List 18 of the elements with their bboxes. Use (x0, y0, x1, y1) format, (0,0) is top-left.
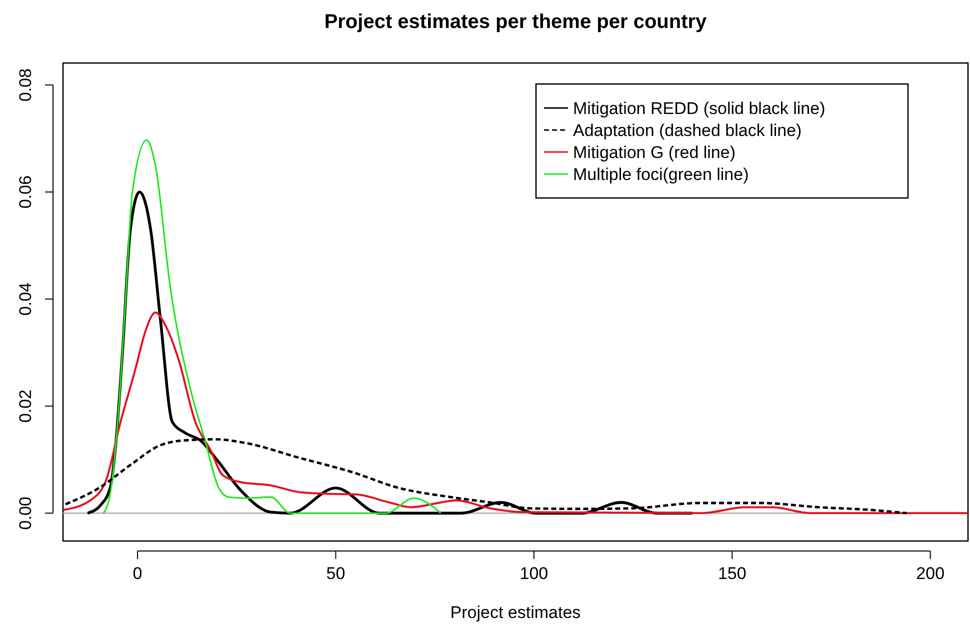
x-tick-label: 0 (132, 564, 142, 584)
line-series (102, 139, 442, 514)
y-tick-label: 0.02 (16, 390, 35, 423)
x-tick-label: 200 (916, 564, 945, 584)
legend-label: Multiple foci(green line) (573, 165, 749, 184)
x-axis-title: Project estimates (450, 603, 581, 622)
chart-title: Project estimates per theme per country (324, 11, 708, 33)
legend-label: Adaptation (dashed black line) (573, 121, 802, 140)
x-tick-label: 150 (718, 564, 746, 584)
x-tick-label: 100 (520, 564, 548, 584)
y-tick-label: 0.00 (16, 496, 35, 530)
legend-label: Mitigation REDD (solid black line) (573, 99, 826, 118)
y-tick-label: 0.04 (16, 282, 35, 316)
y-tick-label: 0.06 (16, 175, 35, 209)
x-tick-label: 50 (326, 564, 346, 584)
legend-label: Mitigation G (red line) (573, 143, 736, 162)
line-series (63, 311, 968, 514)
y-tick-label: 0.08 (16, 68, 35, 102)
